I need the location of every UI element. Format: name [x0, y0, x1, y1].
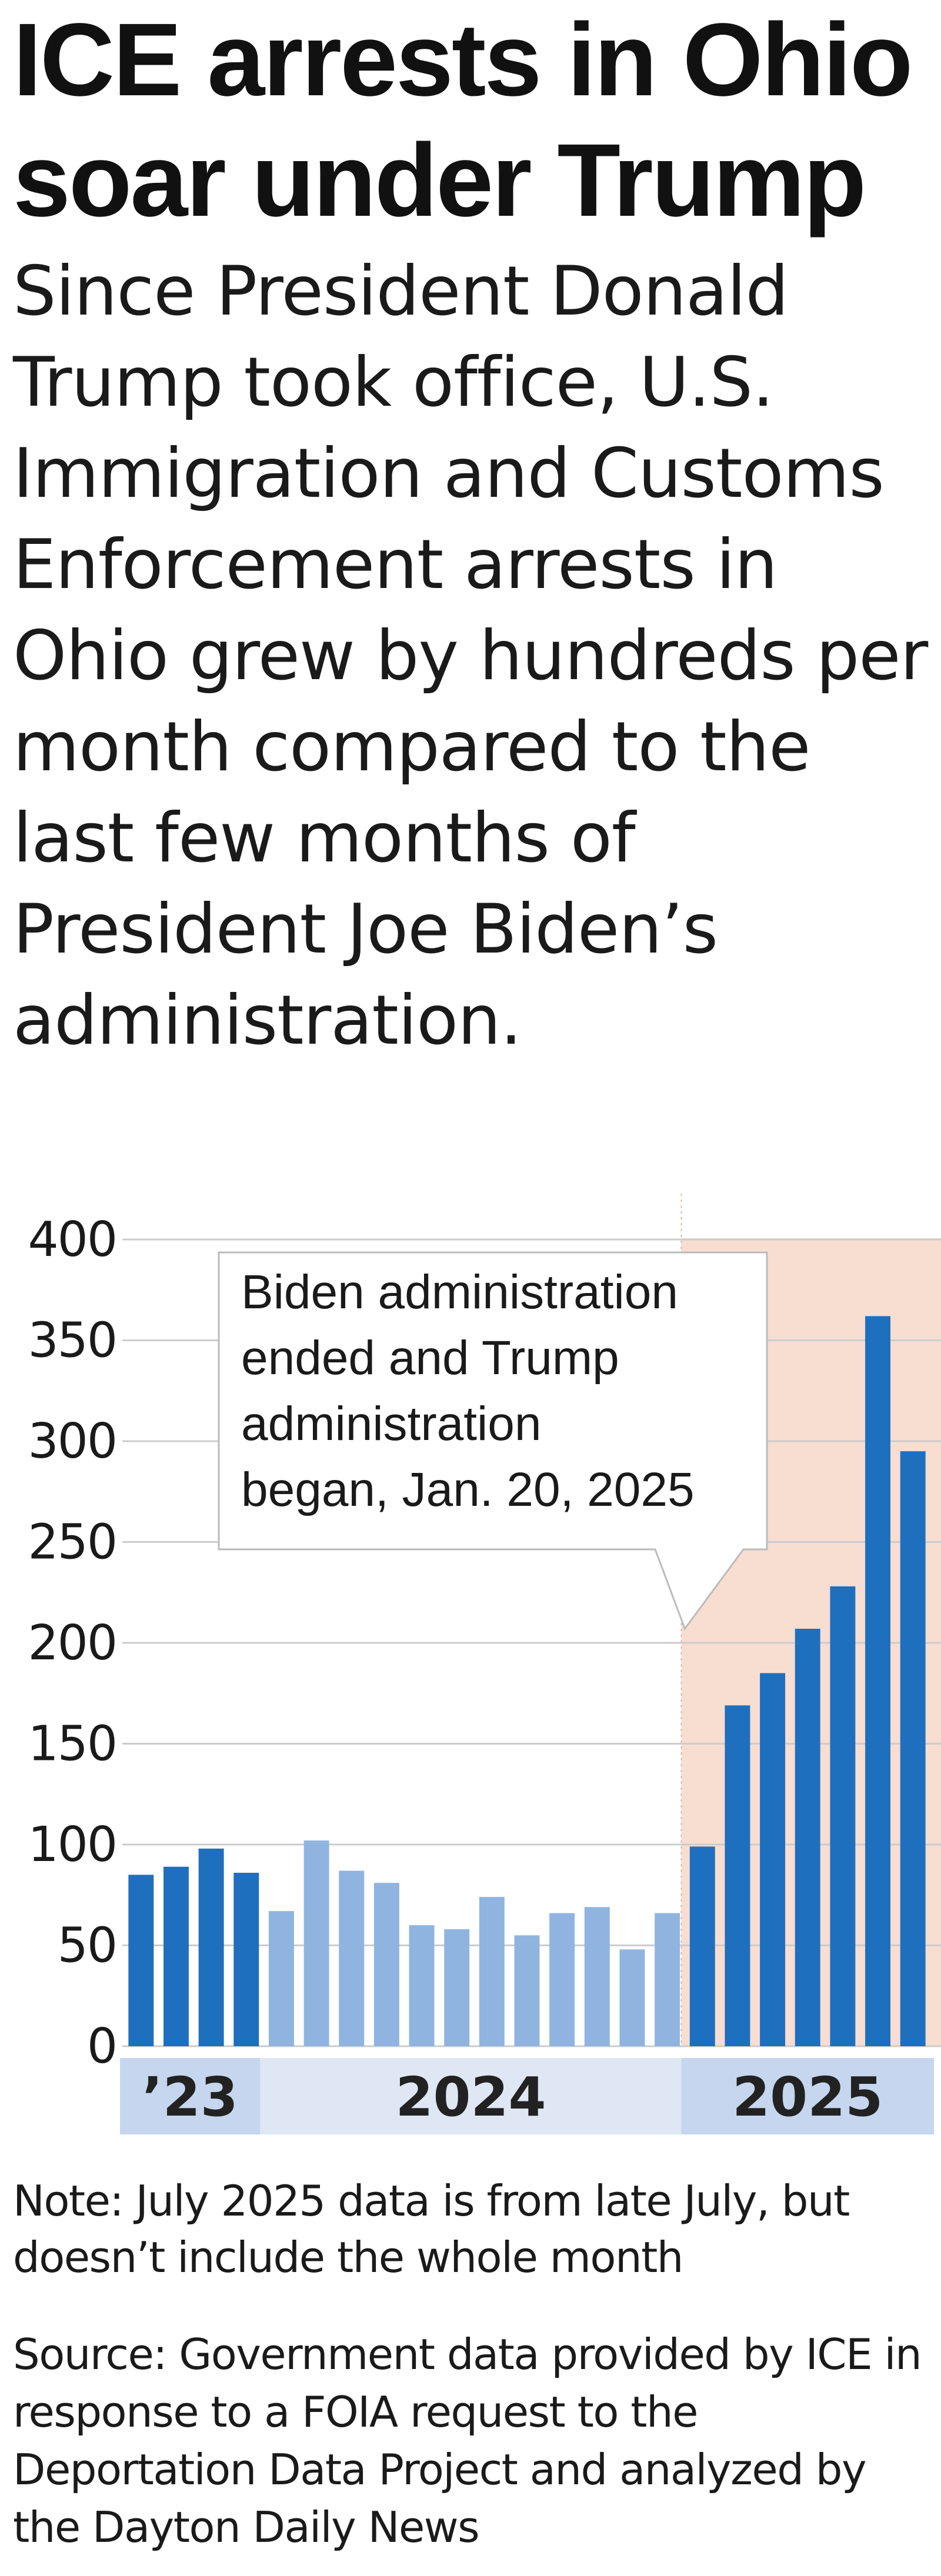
annotation-callout: Biden administration ended and Trump admin… [218, 1251, 768, 1631]
y-tick-label: 250 [28, 1515, 116, 1571]
bar [900, 1451, 926, 2046]
year-band [260, 2058, 682, 2134]
bar [339, 1870, 365, 2046]
annotation-box [218, 1251, 768, 1631]
bar [163, 1866, 189, 2046]
y-tick-label: 100 [28, 1817, 116, 1873]
footnote: Note: July 2025 data is from late July, … [13, 2176, 850, 2282]
bar [865, 1316, 890, 2046]
y-tick-label: 150 [28, 1716, 116, 1772]
bar [233, 1873, 259, 2046]
bar [268, 1911, 294, 2046]
bar [373, 1883, 399, 2046]
bar [409, 1925, 435, 2046]
source-line: Source: Government data provided by ICE … [13, 2330, 922, 2552]
bar [795, 1628, 820, 2046]
y-tick-label: 50 [58, 1918, 116, 1974]
year-label: 2025 [732, 2066, 883, 2129]
bar [619, 1949, 645, 2046]
bar [479, 1897, 505, 2046]
y-tick-label: 400 [28, 1212, 116, 1268]
bar [760, 1673, 786, 2046]
bar [549, 1913, 575, 2046]
bar [725, 1705, 750, 2046]
year-label: ’23 [142, 2066, 238, 2129]
year-label: 2024 [395, 2066, 546, 2129]
y-tick-label: 300 [28, 1414, 116, 1469]
year-band [120, 2058, 261, 2134]
bar [128, 1875, 154, 2046]
y-tick-label: 200 [28, 1615, 116, 1671]
annotation-text: Biden administration ended and Trump admin… [241, 1265, 695, 1516]
bar [584, 1907, 610, 2046]
bar [198, 1848, 224, 2046]
dek: Since President Donald Trump took office… [13, 252, 928, 1060]
bar [514, 1935, 540, 2046]
bar [303, 1840, 329, 2046]
y-tick-label: 350 [28, 1313, 116, 1369]
bar [444, 1929, 470, 2046]
year-band [681, 2058, 934, 2134]
bar [689, 1846, 715, 2046]
bars-layer [128, 1316, 926, 2046]
year-band-layer: ’23 2024 2025 [120, 2058, 934, 2134]
y-tick-labels: 0 50 100 150 200 250 300 350 400 [28, 1212, 118, 2074]
headline: ICE arrests in Ohio soar under Trump [13, 2, 913, 238]
bar-chart: 0 50 100 150 200 250 300 350 400 ’23 2024 2025 Bid… [28, 1194, 941, 2134]
bar [830, 1586, 856, 2046]
bar [655, 1913, 680, 2046]
y-tick-label: 0 [87, 2019, 116, 2074]
